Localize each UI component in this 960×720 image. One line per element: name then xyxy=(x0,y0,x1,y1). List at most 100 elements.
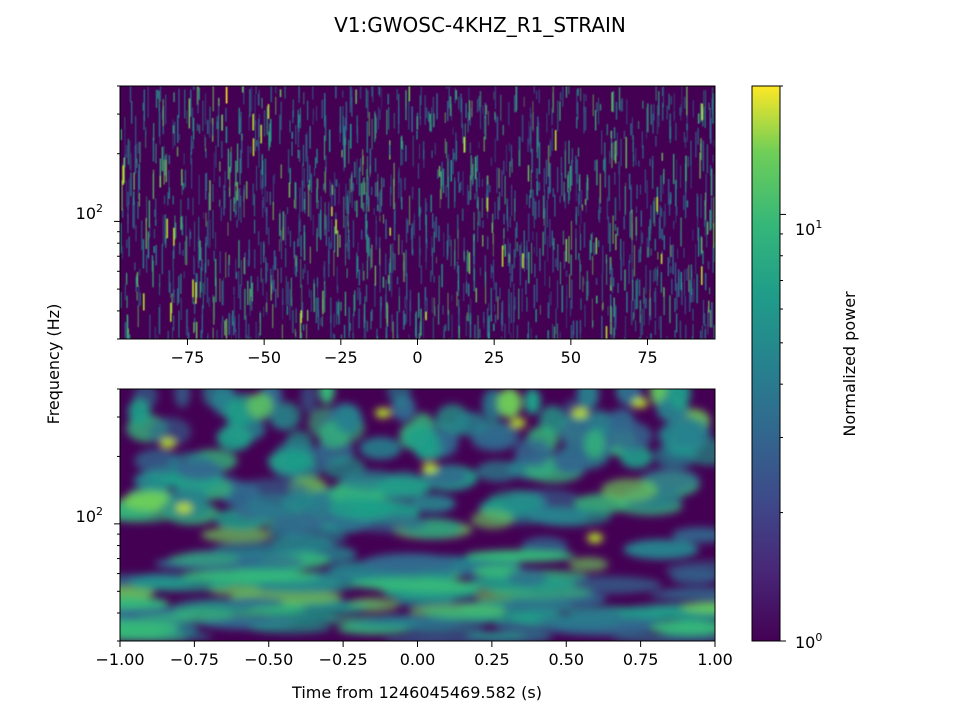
top-heatmap-streak xyxy=(536,181,538,196)
top-heatmap-streak xyxy=(406,273,408,300)
top-heatmap-streak xyxy=(216,121,218,129)
top-heatmap-streak xyxy=(123,157,125,184)
top-heatmap-streak xyxy=(338,301,340,325)
top-heatmap-streak xyxy=(601,273,603,302)
top-heatmap-streak xyxy=(508,304,510,334)
top-heatmap-streak xyxy=(512,342,513,350)
top-heatmap-streak xyxy=(193,86,195,90)
top-heatmap-streak xyxy=(674,330,676,338)
top-heatmap-streak xyxy=(362,263,364,281)
top-heatmap-streak xyxy=(359,86,362,99)
top-heatmap-streak xyxy=(636,184,638,200)
top-heatmap-streak xyxy=(364,319,366,339)
top-heatmap-streak xyxy=(703,299,705,325)
top-heatmap-streak xyxy=(299,107,302,129)
top-heatmap-streak xyxy=(645,298,647,309)
top-heatmap-streak xyxy=(640,299,642,310)
top-heatmap-streak xyxy=(676,159,678,190)
top-heatmap-streak xyxy=(146,254,148,273)
top-heatmap-streak xyxy=(232,310,234,326)
top-heatmap-streak xyxy=(692,229,694,241)
top-heatmap-streak xyxy=(701,325,703,339)
top-heatmap-streak xyxy=(241,134,243,154)
top-heatmap-streak xyxy=(610,305,612,335)
top-heatmap-streak xyxy=(456,291,458,307)
top-heatmap-streak xyxy=(660,175,662,202)
top-heatmap-streak xyxy=(501,302,503,332)
top-heatmap-streak xyxy=(696,193,698,216)
top-heatmap-streak xyxy=(655,267,656,281)
top-heatmap-streak xyxy=(609,294,612,308)
top-heatmap-streak xyxy=(316,187,318,203)
top-heatmap-highlight xyxy=(260,124,262,144)
top-heatmap-streak xyxy=(442,168,445,194)
top-heatmap-streak xyxy=(642,308,643,335)
top-heatmap-streak xyxy=(196,273,198,298)
top-heatmap-streak xyxy=(163,159,165,185)
top-heatmap-streak xyxy=(127,315,129,339)
top-heatmap-streak xyxy=(475,168,477,192)
top-heatmap-streak xyxy=(640,229,642,254)
top-heatmap-streak xyxy=(470,155,472,180)
top-heatmap-streak xyxy=(363,270,365,281)
x-tick-label: 0.25 xyxy=(474,650,510,669)
top-heatmap-streak xyxy=(617,283,619,293)
top-heatmap-streak xyxy=(598,197,601,223)
top-heatmap-streak xyxy=(398,234,400,255)
top-heatmap-streak xyxy=(444,138,446,154)
top-heatmap-streak xyxy=(272,175,274,207)
top-heatmap-streak xyxy=(444,324,447,332)
top-heatmap-streak xyxy=(418,188,421,217)
top-heatmap-streak xyxy=(135,277,137,292)
top-heatmap-streak xyxy=(538,182,541,191)
top-heatmap-streak xyxy=(237,143,239,173)
top-heatmap-streak xyxy=(425,214,427,244)
top-heatmap-streak xyxy=(510,332,512,339)
top-heatmap-streak xyxy=(612,215,614,244)
top-heatmap-streak xyxy=(686,123,688,131)
top-heatmap-streak xyxy=(420,308,422,336)
top-heatmap-streak xyxy=(663,210,665,229)
top-heatmap-streak xyxy=(354,290,356,312)
top-heatmap-streak xyxy=(172,268,174,297)
top-y-ticks xyxy=(114,85,120,340)
top-heatmap-streak xyxy=(377,197,379,207)
top-heatmap-streak xyxy=(411,186,414,200)
bottom-heatmap-blob xyxy=(527,507,590,526)
top-heatmap-streak xyxy=(317,285,319,312)
top-heatmap-streak xyxy=(372,86,374,103)
top-heatmap-streak xyxy=(461,98,463,129)
top-heatmap-streak xyxy=(538,142,541,175)
top-heatmap-streak xyxy=(582,276,584,293)
top-heatmap-streak xyxy=(430,194,432,213)
top-heatmap-streak xyxy=(265,262,268,282)
top-heatmap-streak xyxy=(669,192,672,204)
top-heatmap-streak xyxy=(309,246,311,264)
top-heatmap-streak xyxy=(596,159,598,186)
top-heatmap-streak xyxy=(438,275,440,305)
top-heatmap-streak xyxy=(401,135,403,149)
top-heatmap-streak xyxy=(515,86,517,113)
top-heatmap-streak xyxy=(658,96,660,128)
top-heatmap-highlight xyxy=(122,165,124,185)
top-heatmap-streak xyxy=(431,236,433,256)
top-heatmap-streak xyxy=(614,197,617,221)
top-heatmap-streak xyxy=(547,186,549,200)
top-heatmap-streak xyxy=(559,101,561,121)
top-heatmap-streak xyxy=(557,100,559,131)
top-heatmap-streak xyxy=(696,274,698,304)
top-heatmap-streak xyxy=(640,184,641,195)
top-heatmap-streak xyxy=(547,302,549,319)
top-heatmap-streak xyxy=(632,269,634,302)
top-heatmap-streak xyxy=(124,322,127,338)
top-heatmap-streak xyxy=(126,295,128,308)
top-heatmap-highlight xyxy=(192,279,194,298)
top-heatmap-streak xyxy=(632,141,634,152)
top-heatmap-streak xyxy=(136,158,138,168)
top-heatmap-streak xyxy=(649,158,651,167)
top-heatmap-streak xyxy=(201,247,202,272)
top-heatmap-streak xyxy=(551,127,553,152)
top-heatmap-streak xyxy=(691,336,693,339)
top-heatmap-streak xyxy=(165,159,167,183)
top-heatmap-highlight xyxy=(554,130,557,151)
